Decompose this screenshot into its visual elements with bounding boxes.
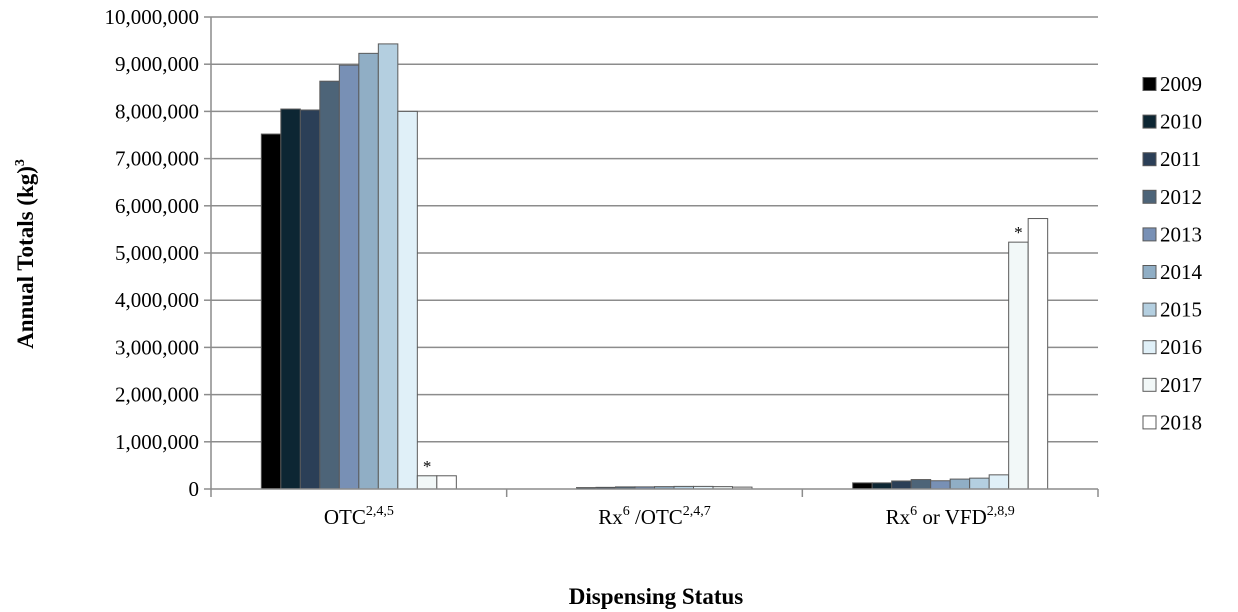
legend-label: 2010: [1160, 110, 1202, 134]
legend-label: 2009: [1160, 72, 1202, 96]
bar-2013-cat-3: [930, 480, 951, 490]
x-axis-title: Dispensing Status: [569, 584, 744, 609]
y-tick-label: 9,000,000: [115, 52, 199, 76]
y-tick-label: 10,000,000: [105, 5, 200, 29]
bar-2009-cat-3: [852, 482, 873, 490]
legend-label: 2017: [1160, 373, 1202, 397]
legend-item-2011: 2011: [1142, 147, 1201, 171]
bar-2010-cat-3: [871, 482, 893, 490]
x-tick-label: Rx6 /OTC2,4,7: [598, 504, 711, 529]
legend-label: 2011: [1160, 147, 1201, 171]
legend-label: 2013: [1160, 222, 1202, 246]
x-tick-labels: OTC2,4,5 Rx6 /OTC2,4,7 Rx6 or VFD2,8,9: [324, 504, 1015, 529]
legend-swatch: [1142, 377, 1157, 392]
axes: [204, 16, 1099, 497]
y-tick-label: 3,000,000: [115, 335, 199, 359]
y-tick-label: 0: [189, 477, 200, 501]
bar-2012-cat-1: [319, 80, 340, 490]
bar-2009-cat-1: [260, 133, 282, 490]
bar-2011-cat-1: [299, 109, 321, 490]
legend-item-2014: 2014: [1142, 260, 1203, 284]
bar-2014-cat-1: [358, 52, 379, 490]
legend: 2009 2010 2011 2012 2013 2014 2015 2016 2017 2018: [1142, 72, 1203, 434]
bar-2012-cat-3: [910, 479, 932, 490]
legend-item-2009: 2009: [1142, 72, 1202, 96]
legend-swatch: [1142, 227, 1157, 242]
legend-item-2010: 2010: [1142, 110, 1202, 134]
x-tick-label: Rx6 or VFD2,8,9: [886, 504, 1015, 529]
y-tick-label: 6,000,000: [115, 194, 199, 218]
bar-2013-cat-1: [338, 64, 360, 490]
y-tick-label: 7,000,000: [115, 147, 199, 171]
bar-2017-cat-3: [1008, 241, 1029, 490]
asterisk-annotation: *: [1014, 223, 1023, 242]
legend-item-2016: 2016: [1142, 335, 1202, 359]
legend-label: 2015: [1160, 298, 1202, 322]
legend-label: 2018: [1160, 410, 1202, 434]
legend-item-2015: 2015: [1142, 298, 1202, 322]
legend-swatch: [1142, 265, 1157, 279]
bar-2016-cat-3: [988, 474, 1010, 490]
bar-2018-cat-1: [436, 475, 457, 490]
legend-swatch: [1142, 415, 1157, 430]
bar-2011-cat-3: [891, 480, 912, 490]
bar-2015-cat-1: [377, 43, 399, 490]
bar-2015-cat-3: [969, 477, 990, 490]
legend-swatch: [1142, 340, 1157, 355]
bar-2017-cat-1: [416, 475, 438, 490]
legend-label: 2014: [1160, 260, 1203, 284]
y-tick-label: 5,000,000: [115, 241, 199, 265]
bars: [260, 43, 1049, 490]
bar-2016-cat-1: [397, 110, 418, 490]
legend-swatch: [1142, 302, 1157, 317]
legend-swatch: [1142, 189, 1157, 204]
bar-2014-cat-3: [949, 478, 971, 490]
legend-item-2013: 2013: [1142, 222, 1202, 246]
legend-item-2018: 2018: [1142, 410, 1202, 434]
y-tick-label: 2,000,000: [115, 383, 199, 407]
y-tick-label: 8,000,000: [115, 99, 199, 123]
annotations: **: [423, 223, 1023, 476]
legend-label: 2016: [1160, 335, 1202, 359]
legend-item-2012: 2012: [1142, 185, 1202, 209]
y-axis-title: Annual Totals (kg)3: [13, 159, 38, 349]
y-tick-label: 4,000,000: [115, 288, 199, 312]
legend-swatch: [1142, 152, 1157, 167]
x-tick-label: OTC2,4,5: [324, 504, 394, 529]
legend-swatch: [1142, 114, 1157, 129]
y-tick-label: 1,000,000: [115, 430, 199, 454]
legend-swatch: [1142, 77, 1157, 91]
bar-2018-cat-3: [1027, 218, 1049, 490]
y-tick-labels: 0 1,000,000 2,000,000 3,000,000 4,000,000 5,0…: [105, 5, 200, 501]
legend-item-2017: 2017: [1142, 373, 1202, 397]
asterisk-annotation: *: [423, 457, 432, 476]
bar-2010-cat-1: [280, 108, 301, 490]
legend-label: 2012: [1160, 185, 1202, 209]
